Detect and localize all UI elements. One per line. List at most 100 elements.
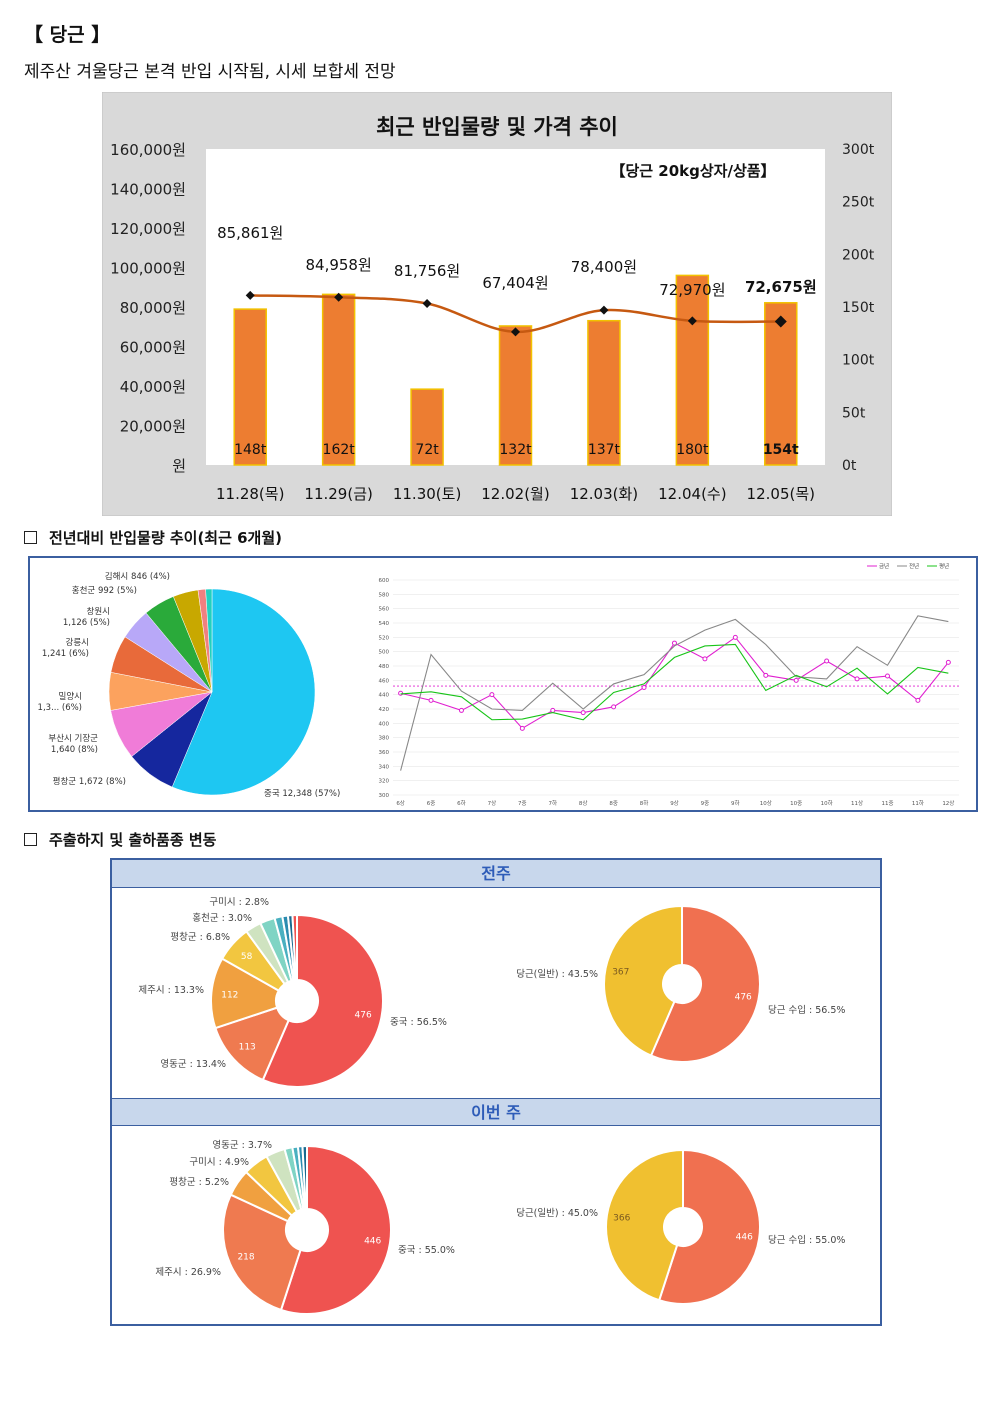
donut-label: 당근 수입 : 55.0%: [768, 1234, 845, 1246]
x-tick: 10하: [821, 799, 833, 807]
category-label: 11.29(금): [304, 485, 372, 503]
category-label: 12.05(목): [747, 485, 815, 503]
series-point: [428, 697, 434, 703]
y-tick: 360: [379, 750, 390, 756]
right-axis-tick: 200t: [842, 247, 875, 263]
price-label: 78,400원: [571, 258, 637, 276]
left-axis-tick: 20,000원: [120, 418, 186, 436]
series-point: [824, 658, 830, 664]
series-point: [580, 710, 586, 716]
donut-label: 중국 : 55.0%: [398, 1245, 455, 1256]
series-point: [550, 707, 556, 713]
volume-bar-label: 148t: [234, 442, 267, 458]
x-tick: 11중: [881, 800, 893, 807]
volume-bar: [498, 325, 533, 466]
section-bullet-icon: [24, 531, 37, 544]
left-axis-tick: 40,000원: [120, 378, 186, 396]
series-point: [763, 672, 769, 678]
donut-count: 476: [735, 993, 752, 1003]
donut-count: 366: [613, 1213, 630, 1223]
donut-label: 홍천군 : 3.0%: [192, 912, 252, 924]
price-label: 67,404원: [482, 274, 548, 292]
series-line: [400, 643, 949, 721]
volume-bar: [587, 319, 621, 466]
section-shipping-label: 주출하지 및 출하품종 변동: [49, 831, 217, 849]
section-shipping: 주출하지 및 출하품종 변동: [24, 829, 216, 850]
volume-bar: [321, 293, 356, 466]
prev-week-header: 전주: [112, 860, 880, 888]
y-tick: 540: [379, 621, 390, 627]
price-point: [511, 327, 520, 337]
donut-count: 58: [241, 952, 253, 962]
series-point: [489, 692, 495, 698]
shipping-table: 전주 이번 주: [110, 858, 882, 1326]
volume-bar-label: 137t: [588, 442, 621, 458]
x-tick: 10상: [760, 799, 772, 807]
y-tick: 500: [379, 650, 390, 656]
donut-slice: [291, 913, 298, 982]
pie-label: 부산시 기장군: [48, 733, 98, 744]
x-tick: 9상: [670, 799, 679, 807]
donut-label: 평창군 : 6.8%: [170, 932, 230, 943]
x-tick: 8상: [579, 799, 588, 807]
donut-label: 당근(일반) : 43.5%: [516, 969, 598, 980]
x-tick: 12상: [942, 799, 954, 807]
pie-slice: [171, 588, 316, 796]
volume-bar-label: 72t: [415, 442, 439, 458]
volume-bar-label: 132t: [499, 442, 532, 458]
donut-label: 제주시 : 26.9%: [155, 1267, 221, 1278]
donut-label: 구미시 : 2.8%: [209, 897, 269, 908]
y-tick: 580: [379, 592, 390, 598]
category-label: 11.30(토): [393, 485, 461, 503]
series-point: [398, 690, 404, 696]
pie-label: 1,126 (5%): [63, 618, 110, 628]
series-point: [915, 697, 921, 703]
y-tick: 400: [379, 721, 390, 727]
series-point: [641, 685, 647, 690]
pie-label: 홍천군 992 (5%): [72, 585, 137, 596]
series-point: [702, 656, 708, 662]
y-tick: 440: [379, 693, 390, 699]
price-point: [422, 299, 432, 309]
x-tick: 6하: [457, 799, 466, 807]
donut-count: 218: [237, 1253, 254, 1263]
right-axis-tick: 150t: [842, 300, 875, 316]
series-point: [945, 659, 951, 665]
donut-count: 476: [355, 1011, 372, 1021]
left-axis-tick: 140,000원: [110, 181, 186, 199]
x-tick: 8하: [640, 799, 649, 807]
donut-slice: [279, 1144, 392, 1315]
y-tick: 320: [379, 779, 390, 785]
left-axis-tick: 60,000원: [120, 339, 186, 357]
right-axis-tick: 250t: [842, 195, 875, 211]
volume-bar: [675, 274, 710, 466]
page-subtitle: 제주산 겨울당근 본격 반입 시작됨, 시세 보합세 전망: [24, 62, 396, 82]
volume-bar-label: 180t: [676, 442, 709, 458]
donut-slice: [210, 957, 281, 1030]
donut-label: 당근 수입 : 56.5%: [768, 1004, 845, 1016]
volume-bar-label: 162t: [323, 442, 356, 458]
category-label: 11.28(목): [216, 485, 284, 503]
page-title: 【 당근 】: [24, 24, 111, 46]
x-tick: 6상: [396, 799, 405, 807]
pie-label: 밀양시: [59, 691, 82, 702]
y-tick: 340: [379, 764, 390, 770]
x-tick: 11하: [912, 799, 924, 807]
y-tick: 560: [379, 607, 390, 613]
donut-slice: [649, 904, 761, 1063]
series-point: [671, 640, 677, 646]
category-label: 12.02(월): [481, 485, 549, 503]
donut-count: 446: [736, 1233, 753, 1243]
x-tick: 7상: [488, 799, 497, 807]
price-label: 81,756원: [394, 262, 460, 280]
left-axis-tick: 100,000원: [110, 260, 186, 278]
y-tick: 600: [379, 578, 390, 584]
donut-label: 구미시 : 4.9%: [189, 1157, 249, 1168]
series-point: [854, 676, 860, 682]
x-tick: 9하: [731, 799, 740, 807]
series-line: [400, 615, 949, 771]
pie-label: 평창군 1,672 (8%): [53, 776, 126, 787]
pie-label: 창원시: [87, 607, 110, 617]
y-tick: 420: [379, 707, 390, 713]
right-axis-tick: 50t: [842, 405, 866, 421]
